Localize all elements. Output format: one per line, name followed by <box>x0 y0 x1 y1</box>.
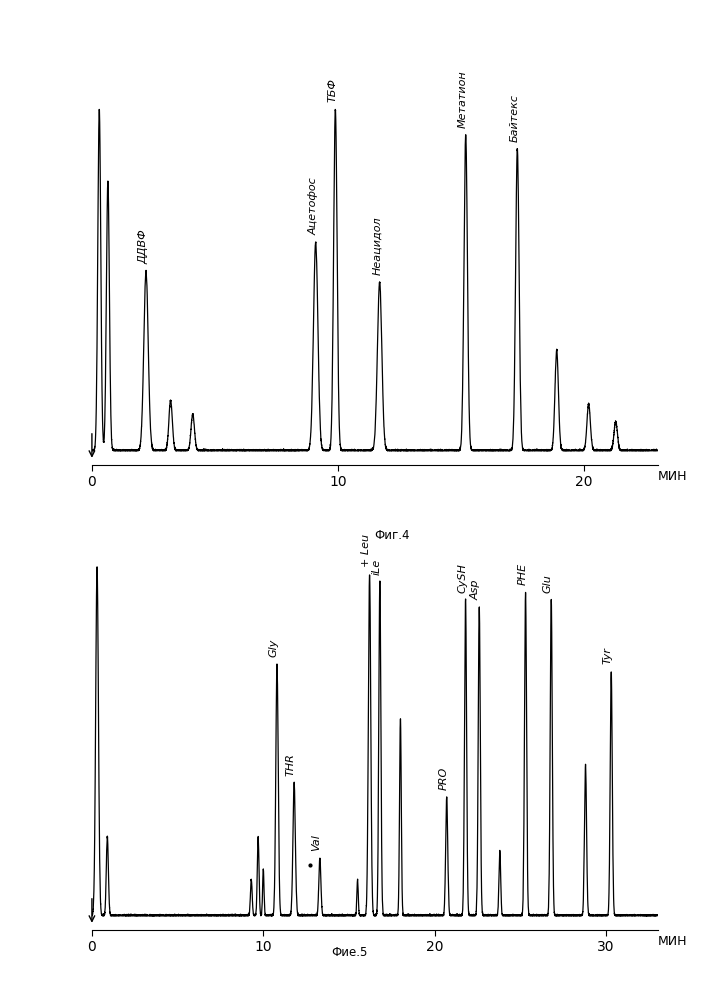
Text: МИН: МИН <box>658 470 687 483</box>
Text: CySH: CySH <box>457 563 467 593</box>
Text: PHE: PHE <box>518 563 527 585</box>
Text: МИН: МИН <box>658 935 687 948</box>
Text: ТБФ: ТБФ <box>328 78 338 102</box>
Text: Tyr: Tyr <box>603 647 613 664</box>
Text: Метатион: Метатион <box>458 70 468 128</box>
Text: Фие.5: Фие.5 <box>331 946 367 959</box>
Text: Val: Val <box>312 834 322 851</box>
Text: + Leu: + Leu <box>361 534 371 567</box>
Text: iLe: iLe <box>372 558 382 575</box>
Text: ДДВФ: ДДВФ <box>139 229 148 264</box>
Text: THR: THR <box>286 753 296 776</box>
Text: Gly: Gly <box>269 639 279 657</box>
Text: Glu: Glu <box>543 574 553 593</box>
Text: Фиг.4: Фиг.4 <box>374 529 409 542</box>
Text: PRO: PRO <box>438 767 448 790</box>
Text: Ацетофос: Ацетофос <box>308 178 318 235</box>
Text: Неацидол: Неацидол <box>372 216 382 275</box>
Text: Байтекс: Байтекс <box>510 94 520 142</box>
Text: Asp: Asp <box>471 579 481 600</box>
